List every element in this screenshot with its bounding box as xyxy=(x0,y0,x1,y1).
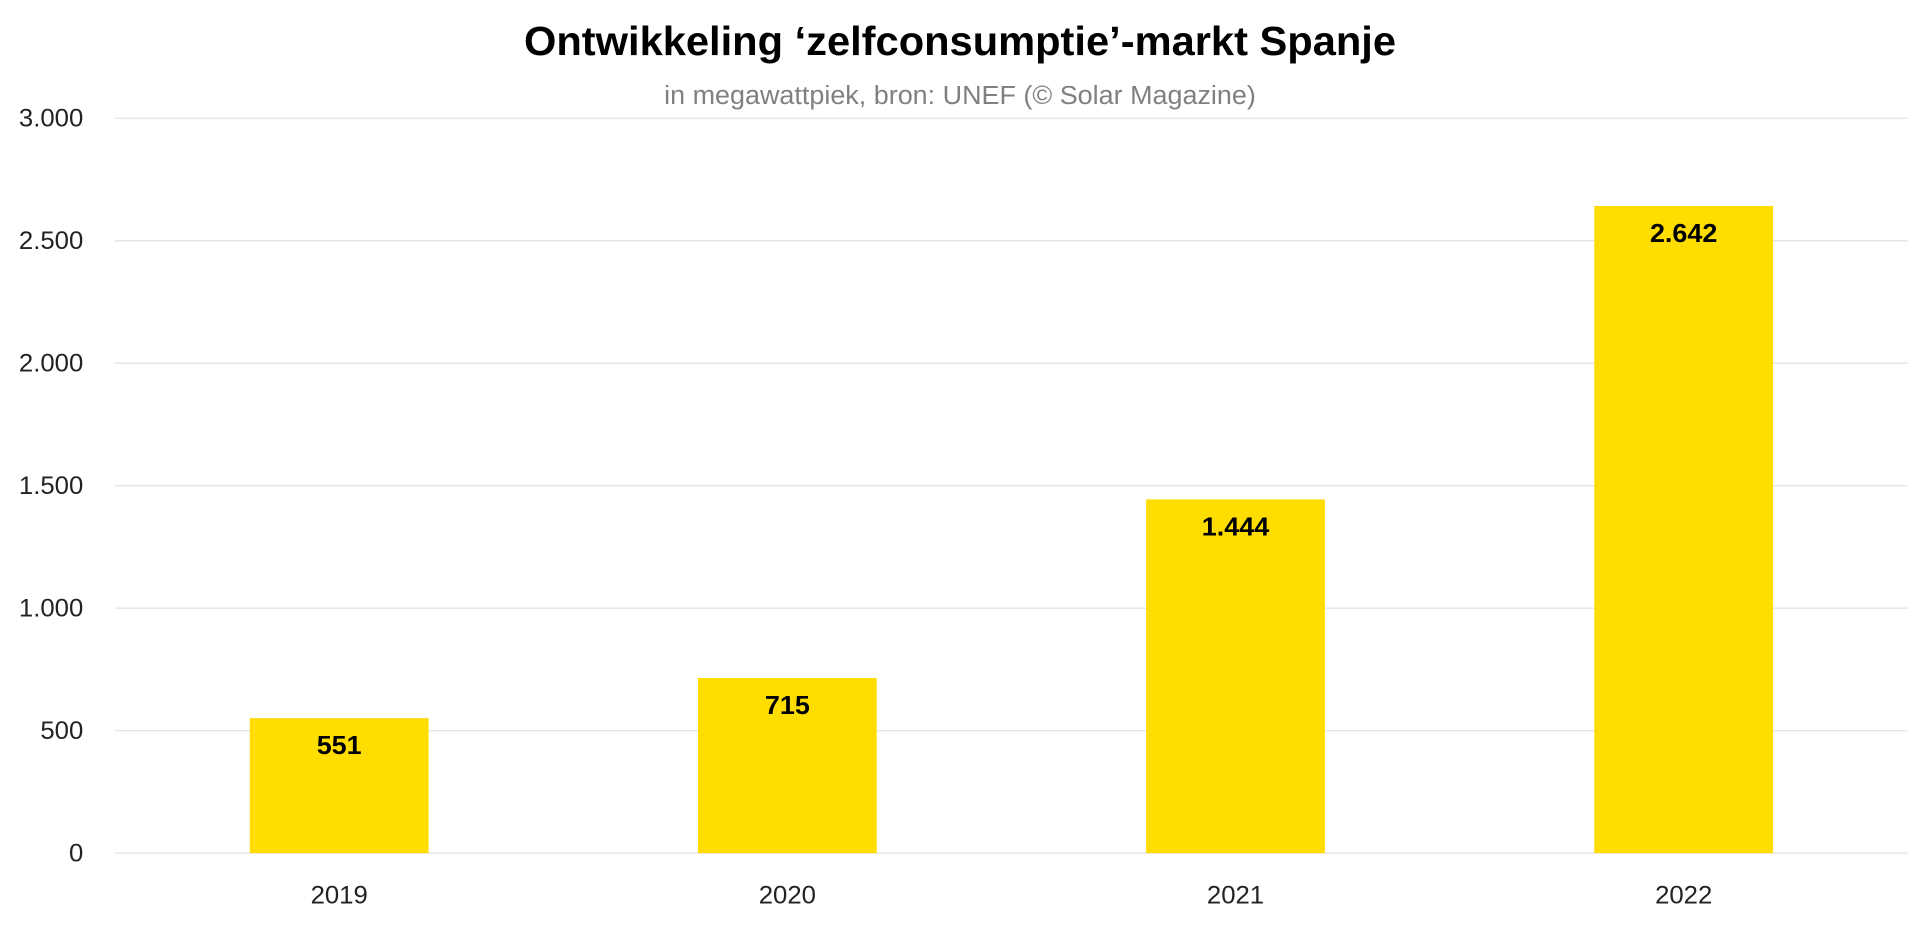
x-tick-label: 2021 xyxy=(1207,882,1264,910)
bar-2022 xyxy=(1594,205,1774,854)
x-tick-label: 2020 xyxy=(759,882,816,910)
y-tick-label: 2.500 xyxy=(19,227,83,255)
y-tick-label: 500 xyxy=(40,717,83,745)
y-tick-label: 1.500 xyxy=(19,472,83,500)
data-label: 551 xyxy=(317,730,362,760)
y-tick-label: 0 xyxy=(69,840,83,868)
y-tick-label: 1.000 xyxy=(19,595,83,623)
x-tick-label: 2019 xyxy=(311,882,368,910)
bar-2019 xyxy=(249,718,429,854)
chart-title: Ontwikkeling ‘zelfconsumptie’-markt Span… xyxy=(524,18,1396,63)
data-label: 715 xyxy=(765,690,810,720)
y-tick-label: 3.000 xyxy=(19,105,83,133)
bar-2020 xyxy=(697,678,877,854)
bar-2021 xyxy=(1146,499,1325,854)
data-label: 1.444 xyxy=(1202,512,1270,542)
chart-subtitle: in megawattpiek, bron: UNEF (© Solar Mag… xyxy=(664,80,1256,110)
y-tick-label: 2.000 xyxy=(19,350,83,378)
data-label: 2.642 xyxy=(1650,218,1717,248)
x-tick-label: 2022 xyxy=(1655,882,1712,910)
